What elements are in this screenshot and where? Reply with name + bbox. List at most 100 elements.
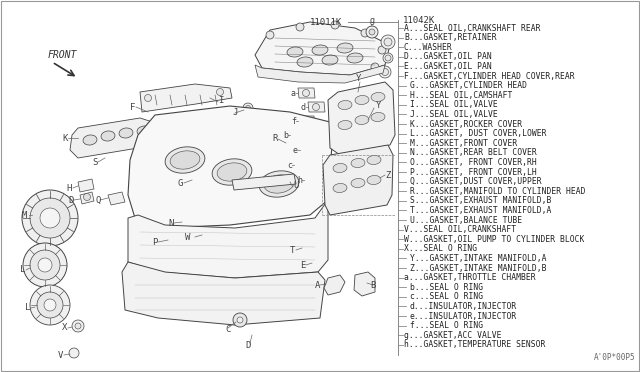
Text: T: T <box>290 246 296 254</box>
Circle shape <box>366 26 378 38</box>
Polygon shape <box>354 272 375 296</box>
Text: Q: Q <box>95 196 100 205</box>
Circle shape <box>294 131 301 138</box>
Text: b: b <box>283 131 288 140</box>
Polygon shape <box>328 82 395 155</box>
Polygon shape <box>255 65 385 83</box>
Text: Y: Y <box>356 74 362 83</box>
Ellipse shape <box>367 176 381 185</box>
Text: h: h <box>297 176 302 185</box>
Text: I...SEAL OIL,VALVE: I...SEAL OIL,VALVE <box>410 100 498 109</box>
Text: K...GASKET,ROCKER COVER: K...GASKET,ROCKER COVER <box>410 119 522 128</box>
Circle shape <box>38 258 52 272</box>
Polygon shape <box>323 145 393 215</box>
Text: P: P <box>152 237 157 247</box>
Text: c: c <box>287 160 292 170</box>
Text: P...GASKET, FRONT COVER,LH: P...GASKET, FRONT COVER,LH <box>410 167 537 176</box>
Polygon shape <box>294 160 311 170</box>
Ellipse shape <box>347 53 363 63</box>
Text: X...SEAL O RING: X...SEAL O RING <box>404 244 477 253</box>
Text: A'0P*00P5: A'0P*00P5 <box>593 353 635 362</box>
Text: L: L <box>20 266 26 275</box>
Circle shape <box>30 198 70 238</box>
Text: I: I <box>218 96 223 105</box>
Ellipse shape <box>287 47 303 57</box>
Circle shape <box>266 31 274 39</box>
Ellipse shape <box>367 155 381 164</box>
Text: G: G <box>178 179 184 187</box>
Circle shape <box>298 161 305 169</box>
Text: g: g <box>370 16 375 25</box>
Polygon shape <box>108 192 125 205</box>
Circle shape <box>44 299 56 311</box>
Polygon shape <box>300 145 317 155</box>
Polygon shape <box>232 174 296 190</box>
Text: c...SEAL O RING: c...SEAL O RING <box>410 292 483 301</box>
Circle shape <box>378 46 386 54</box>
Text: a...GASKET,THROTTLE CHAMBER: a...GASKET,THROTTLE CHAMBER <box>404 273 536 282</box>
Ellipse shape <box>333 163 347 173</box>
Ellipse shape <box>337 43 353 53</box>
Text: K: K <box>62 134 67 142</box>
Text: U...GASKET,BALANCE TUBE: U...GASKET,BALANCE TUBE <box>410 215 522 224</box>
Circle shape <box>253 118 257 122</box>
Circle shape <box>75 323 81 329</box>
Ellipse shape <box>297 57 313 67</box>
Polygon shape <box>80 192 94 204</box>
Text: e: e <box>293 145 298 154</box>
Circle shape <box>37 292 63 318</box>
Circle shape <box>145 94 152 102</box>
Text: F...GASKET,CYLINDER HEAD COVER,REAR: F...GASKET,CYLINDER HEAD COVER,REAR <box>404 71 575 80</box>
Circle shape <box>381 35 395 49</box>
Circle shape <box>69 348 79 358</box>
Circle shape <box>381 68 388 76</box>
Ellipse shape <box>351 179 365 187</box>
Circle shape <box>240 125 250 135</box>
Text: H...SEAL OIL,CAMSHAFT: H...SEAL OIL,CAMSHAFT <box>410 91 513 100</box>
Ellipse shape <box>119 128 133 138</box>
Circle shape <box>250 115 260 125</box>
Text: Y: Y <box>376 100 381 109</box>
Circle shape <box>384 38 392 46</box>
Ellipse shape <box>355 96 369 105</box>
Ellipse shape <box>170 151 200 169</box>
Text: b...SEAL O RING: b...SEAL O RING <box>410 283 483 292</box>
Text: d: d <box>301 103 306 112</box>
Ellipse shape <box>338 100 352 109</box>
Circle shape <box>296 23 304 31</box>
Circle shape <box>22 190 78 246</box>
Polygon shape <box>308 102 325 112</box>
Ellipse shape <box>165 147 205 173</box>
Text: J: J <box>232 108 237 116</box>
Text: U: U <box>293 180 298 189</box>
Circle shape <box>383 53 393 63</box>
Text: D: D <box>68 196 74 205</box>
Text: E...GASKET,OIL PAN: E...GASKET,OIL PAN <box>404 62 492 71</box>
Circle shape <box>243 128 248 132</box>
Text: B...GASKET,RETAINER: B...GASKET,RETAINER <box>404 33 497 42</box>
Polygon shape <box>324 275 345 295</box>
Polygon shape <box>78 179 94 192</box>
Text: h...GASKET,TEMPERATURE SENSOR: h...GASKET,TEMPERATURE SENSOR <box>404 340 545 349</box>
Polygon shape <box>290 130 307 140</box>
Circle shape <box>371 63 379 71</box>
Text: H: H <box>66 183 72 192</box>
Text: Z...GASKET,INTAKE MANIFOLD,B: Z...GASKET,INTAKE MANIFOLD,B <box>410 263 547 273</box>
Polygon shape <box>128 200 328 278</box>
Text: V: V <box>58 350 63 359</box>
Circle shape <box>83 193 90 201</box>
Ellipse shape <box>101 131 115 141</box>
Text: FRONT: FRONT <box>48 50 77 60</box>
Circle shape <box>216 89 223 96</box>
Circle shape <box>246 106 250 110</box>
Ellipse shape <box>312 45 328 55</box>
Circle shape <box>30 285 70 325</box>
Ellipse shape <box>212 159 252 185</box>
Ellipse shape <box>355 115 369 125</box>
Polygon shape <box>298 88 315 98</box>
Polygon shape <box>128 106 332 228</box>
Text: D...GASKET,OIL PAN: D...GASKET,OIL PAN <box>404 52 492 61</box>
Text: W...GASKET,OIL PUMP TO CYLINDER BLOCK: W...GASKET,OIL PUMP TO CYLINDER BLOCK <box>404 235 584 244</box>
Text: W: W <box>185 232 190 241</box>
Ellipse shape <box>351 158 365 167</box>
